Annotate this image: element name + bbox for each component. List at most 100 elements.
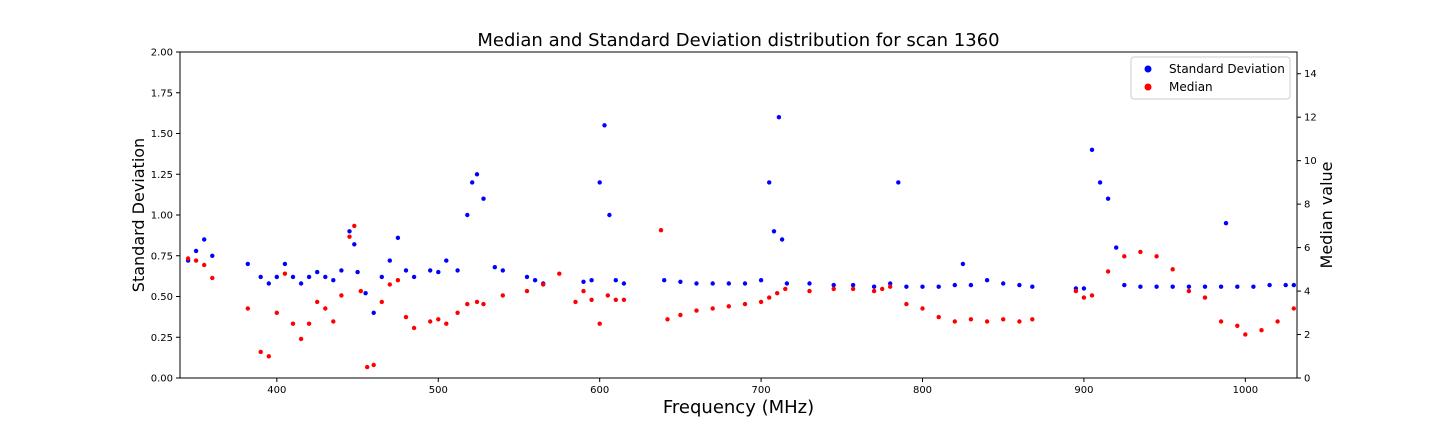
median-point	[665, 317, 670, 322]
std-point	[776, 115, 782, 120]
median-point	[1089, 293, 1095, 298]
std-point	[298, 281, 304, 286]
std-point	[436, 269, 441, 275]
std-point	[936, 284, 941, 289]
median-point	[428, 319, 433, 324]
y-right-tick-label: 4	[1304, 287, 1310, 298]
std-point	[613, 278, 618, 283]
median-point	[387, 282, 392, 287]
median-point	[290, 321, 296, 326]
std-point	[1223, 221, 1229, 226]
x-tick-label: 900	[1074, 385, 1093, 396]
median-point	[403, 314, 409, 320]
std-point	[470, 180, 475, 185]
std-point	[896, 180, 901, 185]
median-point	[1259, 328, 1264, 333]
median-point	[1073, 288, 1079, 294]
median-point	[968, 317, 974, 322]
median-point	[444, 321, 449, 326]
median-point	[245, 306, 250, 311]
std-point	[742, 281, 748, 286]
std-point	[455, 268, 460, 273]
median-point	[831, 286, 836, 292]
std-point	[339, 268, 344, 273]
y-right-tick-label: 2	[1304, 330, 1310, 341]
median-point	[395, 278, 401, 283]
std-point	[323, 274, 328, 280]
median-point	[807, 288, 812, 294]
median-point	[339, 293, 344, 298]
median-point	[365, 364, 370, 370]
std-point	[771, 229, 777, 234]
median-point	[1186, 288, 1192, 294]
std-point	[831, 282, 836, 288]
std-point	[202, 237, 207, 242]
std-point	[1235, 284, 1240, 289]
std-point	[767, 180, 772, 185]
std-point	[347, 229, 352, 234]
std-point	[662, 278, 667, 283]
std-point	[1122, 282, 1127, 288]
median-point	[481, 301, 486, 307]
median-point	[258, 349, 263, 355]
std-point	[1105, 196, 1111, 201]
median-point	[1243, 332, 1248, 337]
median-point	[266, 354, 271, 359]
y-left-tick-label: 1.50	[151, 129, 173, 140]
median-point	[1138, 249, 1143, 255]
median-point	[202, 262, 207, 268]
median-point	[1017, 319, 1022, 324]
y-left-tick-label: 2.00	[151, 48, 173, 59]
std-point	[888, 281, 893, 286]
median-point	[758, 299, 764, 305]
median-point	[1218, 319, 1224, 324]
std-point	[952, 282, 957, 288]
median-point	[1275, 319, 1280, 324]
median-point	[936, 314, 941, 320]
median-point	[411, 325, 417, 331]
x-tick-label: 500	[429, 385, 448, 396]
std-point	[581, 279, 586, 284]
median-point	[371, 362, 376, 368]
y-left-tick-label: 1.00	[151, 211, 173, 222]
median-point	[1105, 269, 1111, 274]
std-point	[1267, 282, 1272, 288]
x-axis: 400 500 600 700 800 900 1000	[267, 378, 1258, 396]
median-point	[298, 336, 304, 342]
std-point	[1030, 284, 1035, 289]
std-point	[210, 253, 215, 258]
x-tick-label: 600	[590, 385, 609, 396]
median-point	[282, 271, 288, 276]
y-axis-right-title: Median value	[1317, 162, 1336, 269]
std-point	[474, 172, 480, 177]
median-point	[767, 295, 772, 300]
median-point	[1235, 323, 1240, 328]
median-point	[573, 299, 578, 305]
median-point	[323, 306, 328, 311]
std-point	[779, 237, 785, 242]
std-point	[1001, 281, 1006, 286]
std-point	[607, 212, 612, 218]
std-point	[274, 274, 279, 280]
x-tick-label: 700	[752, 385, 771, 396]
std-point	[920, 284, 925, 289]
std-point	[602, 123, 607, 128]
y-axis-left: 0.00 0.25 0.50 0.75 1.00 1.25 1.50 1.75 2.00	[151, 48, 180, 385]
median-point	[678, 312, 683, 318]
std-point	[1081, 286, 1087, 291]
median-point	[783, 286, 788, 292]
median-point	[436, 317, 441, 322]
median-point	[710, 306, 715, 311]
std-point	[258, 274, 263, 280]
std-point	[395, 235, 401, 240]
median-point	[597, 321, 602, 326]
median-point	[185, 256, 191, 261]
y-right-tick-label: 14	[1304, 69, 1317, 80]
std-point	[710, 281, 715, 286]
points-layer	[185, 115, 1297, 370]
median-point	[880, 286, 885, 292]
y-right-tick-label: 12	[1304, 113, 1317, 124]
y-right-tick-label: 10	[1304, 156, 1317, 167]
median-point	[331, 319, 336, 324]
